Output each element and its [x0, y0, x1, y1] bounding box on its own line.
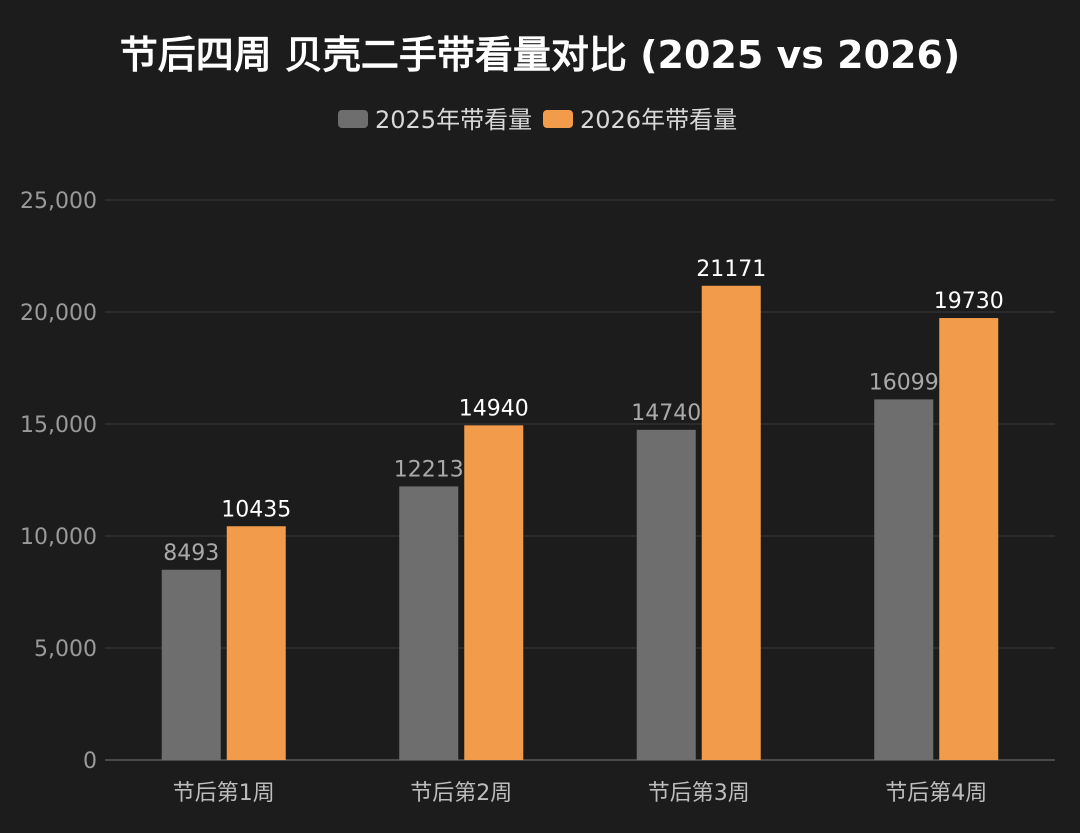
bar-2025-week-2: [399, 486, 459, 760]
data-label-2026-week-2: 14940: [459, 396, 529, 421]
data-label-2025-week-4: 16099: [869, 370, 939, 395]
data-label-2025-week-1: 8493: [163, 541, 219, 566]
data-label-2026-week-4: 19730: [934, 289, 1004, 314]
bars: [161, 285, 999, 760]
data-label-2026-week-1: 10435: [221, 497, 291, 522]
legend: 2025年带看量 2026年带看量: [338, 106, 737, 134]
bar-2026-week-3: [701, 285, 761, 760]
x-tick-label: 节后第2周: [410, 781, 512, 806]
x-axis: 节后第1周 节后第2周 节后第3周 节后第4周: [173, 781, 988, 806]
data-label-2025-week-3: 14740: [631, 401, 701, 426]
bar-2026-week-2: [464, 425, 524, 760]
y-tick-label: 25,000: [20, 189, 97, 214]
bar-2025-week-4: [874, 399, 934, 760]
y-tick-label: 0: [83, 749, 97, 774]
data-label-2025-week-2: 12213: [394, 457, 464, 482]
bar-2026-week-4: [939, 318, 999, 760]
legend-label-1: 2025年带看量: [375, 106, 532, 134]
chart-title: 节后四周 贝壳二手带看量对比 (2025 vs 2026): [120, 33, 961, 77]
bar-2026-week-1: [226, 526, 286, 760]
legend-swatch-1: [338, 110, 368, 128]
x-tick-label: 节后第4周: [885, 781, 987, 806]
y-tick-label: 5,000: [34, 637, 97, 662]
legend-label-2: 2026年带看量: [580, 106, 737, 134]
x-tick-label: 节后第1周: [173, 781, 275, 806]
y-tick-label: 15,000: [20, 413, 97, 438]
y-tick-label: 10,000: [20, 525, 97, 550]
y-tick-label: 20,000: [20, 301, 97, 326]
legend-swatch-2: [543, 110, 573, 128]
x-tick-label: 节后第3周: [648, 781, 750, 806]
bar-2025-week-1: [161, 569, 221, 760]
data-label-2026-week-3: 21171: [696, 257, 766, 282]
bar-2025-week-3: [636, 429, 696, 760]
